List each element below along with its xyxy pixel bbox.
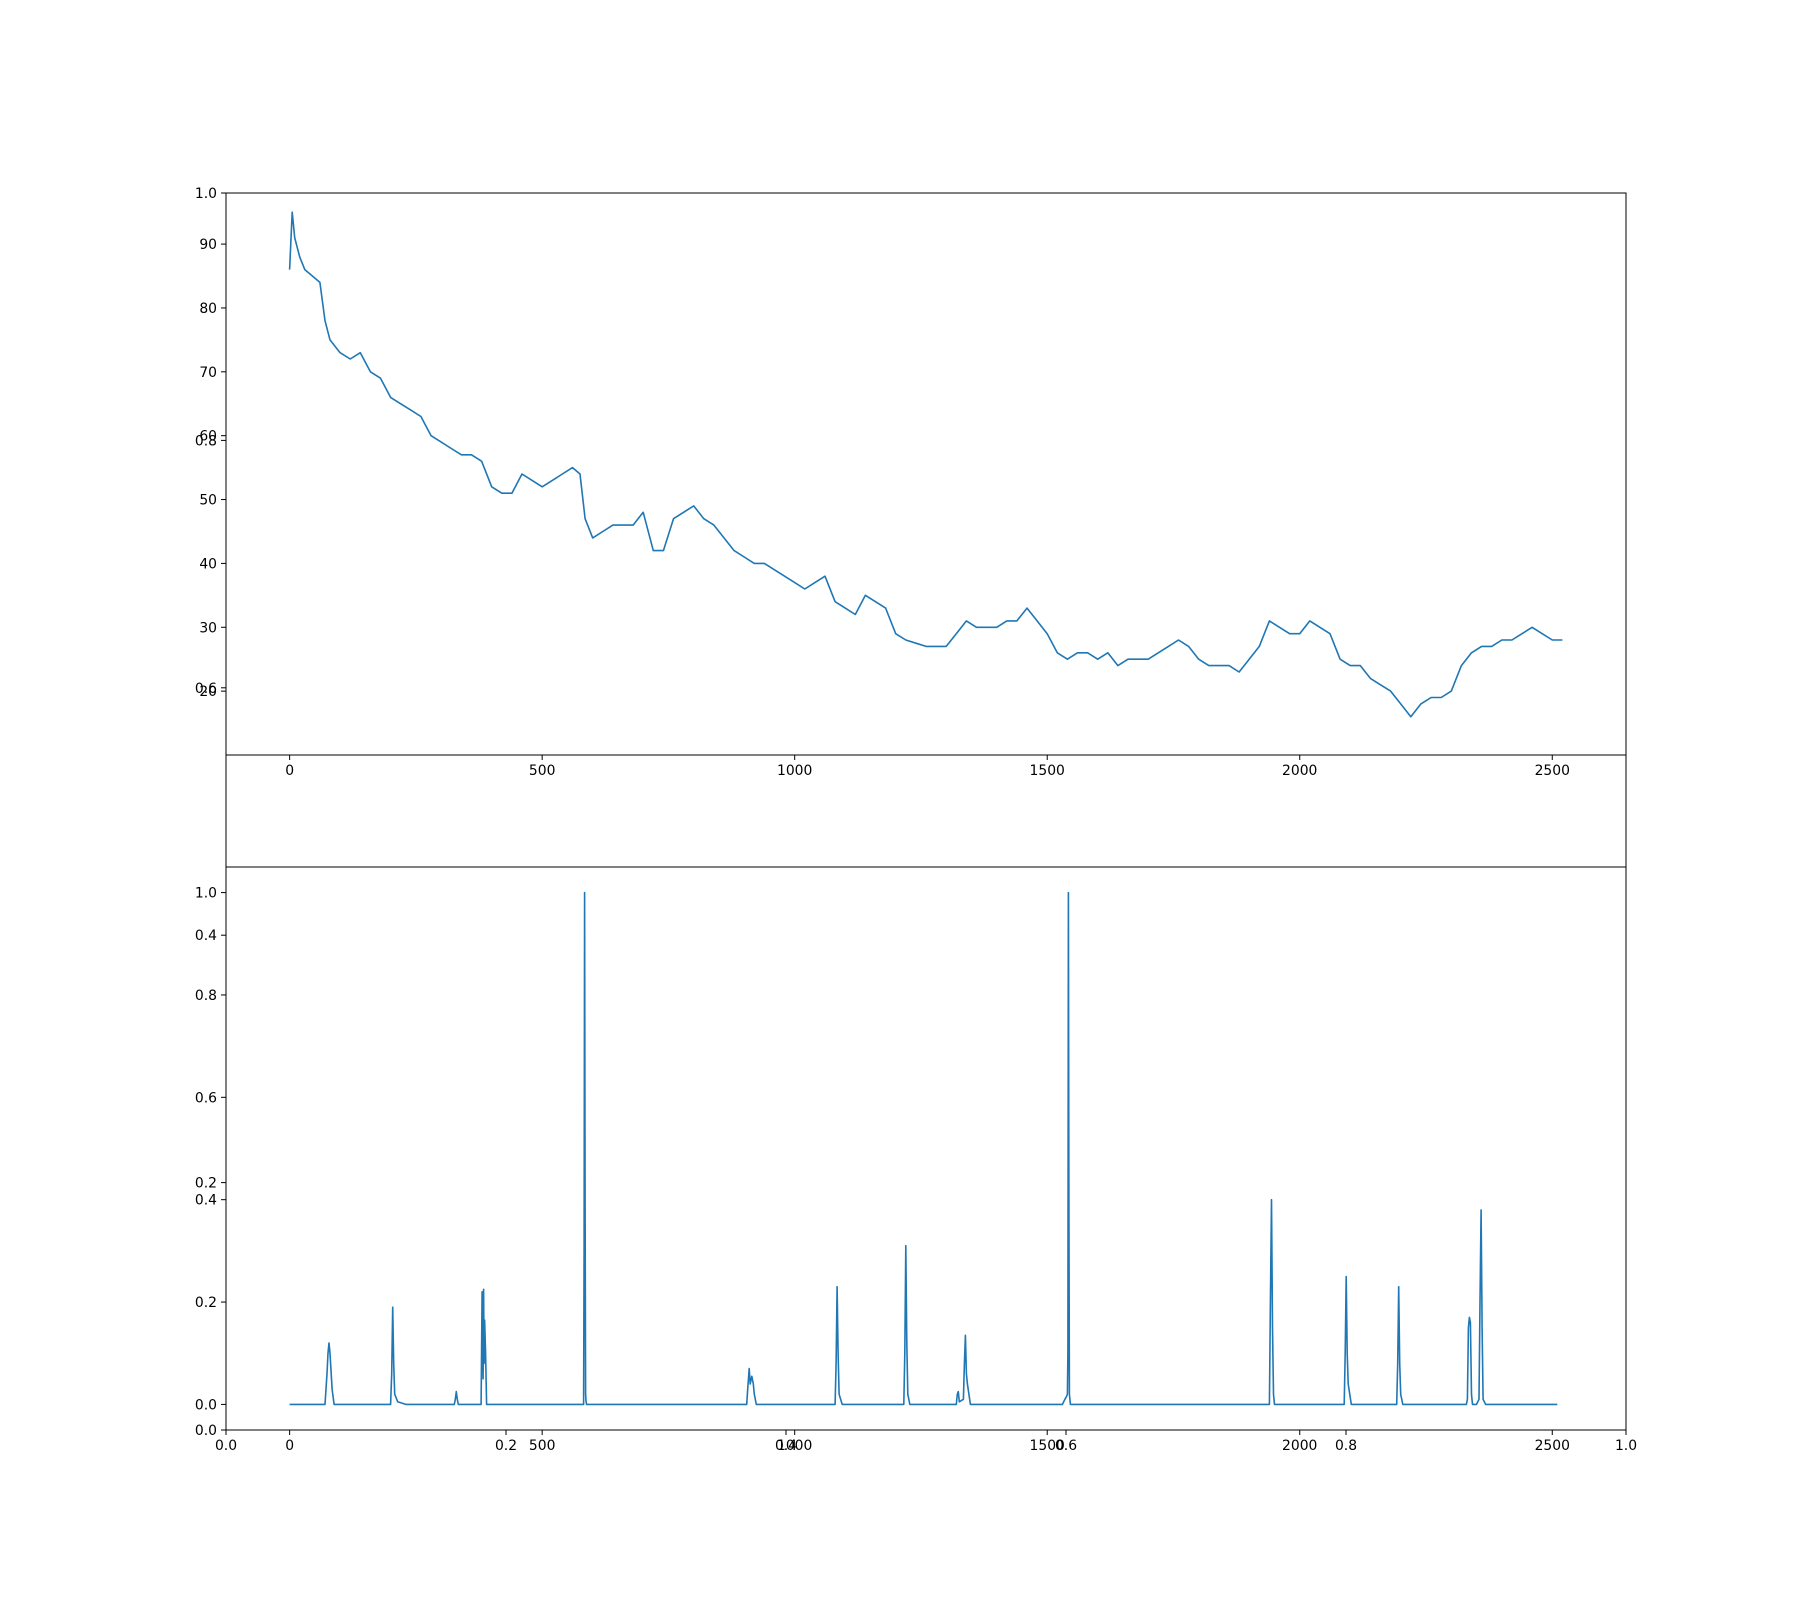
spike-series-line (289, 891, 1558, 1406)
price-x-tick-label: 500 (529, 763, 556, 779)
price-x-tick-label: 2000 (1282, 763, 1317, 779)
price-y-ticks: 20 30 40 50 60 70 80 90 (199, 237, 226, 700)
spike-y-ticks: 0.00.20.40.60.81.0 (195, 886, 226, 1413)
spike-y-tick-label: 0.4 (195, 1193, 217, 1209)
spike-y-tick-label: 0.8 (195, 988, 217, 1004)
price-y-tick-label: 70 (199, 365, 217, 381)
price-x-tick-label: 0 (285, 763, 294, 779)
price-y-tick-label: 50 (199, 493, 217, 509)
price-x-tick-label: 1500 (1030, 763, 1065, 779)
price-y-tick-label: 20 (199, 684, 217, 700)
spike-x-tick-label: 1000 (777, 1438, 812, 1454)
spike-plot-background (226, 867, 1626, 1430)
overlay-x-tick-label: 0.8 (1335, 1438, 1357, 1454)
overlay-x-tick-label: 0.0 (215, 1438, 237, 1454)
spike-x-tick-label: 2000 (1282, 1438, 1317, 1454)
overlay-y-tick-label: 0.8 (195, 433, 217, 449)
price-x-tick-label: 2500 (1535, 763, 1570, 779)
spike-axes: 0 500 1000 1500 2000 2500 0.00.20.40.60.81.0 (195, 866, 1627, 1454)
price-y-tick-label: 80 (199, 301, 217, 317)
overlay-x-tick-label: 0.4 (775, 1438, 797, 1454)
price-y-tick-label: 40 (199, 556, 217, 572)
price-y-tick-label: 60 (199, 429, 217, 445)
spike-x-tick-label: 500 (529, 1438, 556, 1454)
overlay-x-tick-label: 0.6 (1055, 1438, 1077, 1454)
spike-x-tick-label: 2500 (1535, 1438, 1570, 1454)
overlay-x-ticks: 0.0 0.2 0.4 0.6 0.8 1.0 (215, 1430, 1637, 1454)
price-axes-frame (225, 192, 1627, 756)
spike-y-tick-label: 1.0 (195, 886, 217, 902)
overlay-y-tick-label: 0.0 (195, 1423, 217, 1439)
spike-y-tick-label: 0.2 (195, 1295, 217, 1311)
spike-x-ticks: 0 500 1000 1500 2000 2500 (285, 1430, 1570, 1454)
price-x-tick-label: 1000 (777, 763, 812, 779)
overlay-y-ticks: 0.00.20.40.60.81.0 (195, 186, 226, 1439)
price-y-tick-label: 30 (199, 620, 217, 636)
overlay-x-tick-label: 0.2 (495, 1438, 517, 1454)
overlay-y-tick-label: 0.4 (195, 928, 217, 944)
overlay-x-tick-label: 1.0 (1615, 1438, 1637, 1454)
overlay-y-tick-label: 0.2 (195, 1176, 217, 1192)
spike-axes-frame (225, 866, 1627, 1431)
price-y-tick-label: 90 (199, 237, 217, 253)
spike-x-tick-label: 1500 (1030, 1438, 1065, 1454)
price-plot-background (226, 193, 1626, 755)
spike-y-tick-label: 0.0 (195, 1397, 217, 1413)
overlay-y-tick-label: 1.0 (195, 186, 217, 202)
price-axes: 0 500 1000 1500 2000 2500 20 30 40 50 60 70 80 90 (199, 192, 1627, 779)
price-series-line (288, 211, 1563, 718)
overlay-y-tick-label: 0.6 (195, 681, 217, 697)
price-x-ticks: 0 500 1000 1500 2000 2500 (285, 755, 1570, 779)
spike-x-tick-label: 0 (285, 1438, 294, 1454)
spike-y-tick-label: 0.6 (195, 1090, 217, 1106)
